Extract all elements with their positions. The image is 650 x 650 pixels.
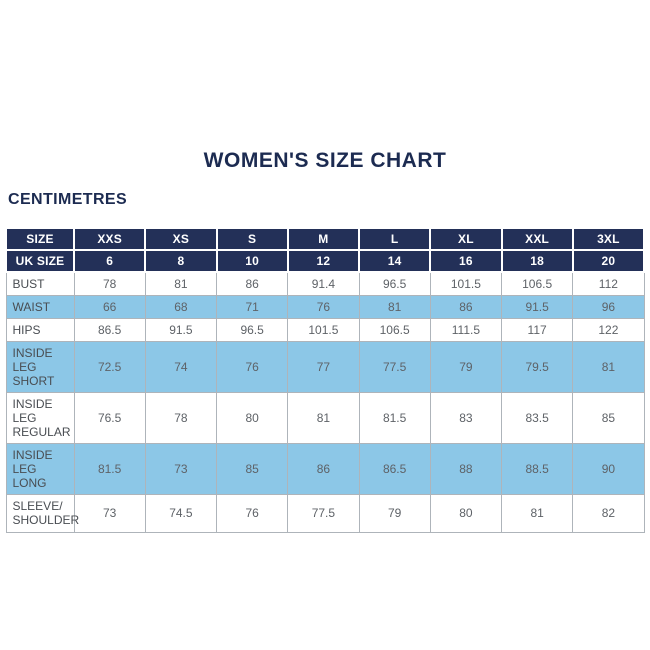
bust-row: BUST 78 81 86 91.4 96.5 101.5 106.5 112 [5, 271, 645, 297]
value-cell: 76 [287, 295, 360, 320]
table-header: SIZE XXS XS S M L XL XXL 3XL UK SIZE 6 8 10 12 14 16 18 2… [5, 226, 646, 274]
column-header-cell: XXL [500, 226, 574, 252]
value-cell: 82 [572, 494, 645, 533]
value-cell: 91.5 [144, 318, 218, 343]
value-cell: 81 [287, 392, 360, 445]
hips-row: HIPS 86.5 91.5 96.5 101.5 106.5 111.5 117 122 [5, 318, 645, 343]
value-cell: 71 [215, 295, 289, 320]
value-cell: 78 [144, 392, 218, 445]
value-cell: 81.5 [73, 443, 146, 496]
value-cell: 81.5 [358, 392, 431, 445]
size-row: SIZE XXS XS S M L XL XXL 3XL [5, 226, 646, 252]
value-cell: 91.5 [500, 295, 574, 320]
column-header-cell: XS [144, 226, 218, 252]
row-label: HIPS [5, 318, 75, 343]
value-cell: 77 [287, 341, 360, 394]
value-cell: 76 [215, 494, 289, 533]
row-label: SLEEVE/ SHOULDER [5, 494, 79, 533]
value-cell: 81 [358, 295, 431, 320]
value-cell: 76 [215, 341, 289, 394]
value-cell: 101.5 [429, 271, 503, 297]
column-header-cell: 3XL [571, 226, 646, 252]
size-chart-table: SIZE XXS XS S M L XL XXL 3XL UK SIZE 6 8 10 12 14 16 18 2… [5, 226, 646, 533]
value-cell: 72.5 [73, 341, 146, 394]
value-cell: 77.5 [287, 494, 360, 533]
value-cell: 81 [144, 271, 218, 297]
column-header-cell: 20 [571, 249, 646, 274]
value-cell: 78 [73, 271, 146, 297]
column-header-cell: 12 [286, 249, 361, 274]
value-cell: 73 [144, 443, 218, 496]
value-cell: 96 [572, 295, 645, 320]
value-cell: 86.5 [73, 318, 146, 343]
value-cell: 88.5 [500, 443, 574, 496]
column-header-cell: L [357, 226, 432, 252]
value-cell: 77.5 [358, 341, 431, 394]
value-cell: 122 [572, 318, 645, 343]
value-cell: 86 [215, 271, 289, 297]
value-cell: 101.5 [287, 318, 360, 343]
row-label: UK SIZE [5, 249, 75, 274]
value-cell: 79 [429, 341, 503, 394]
value-cell: 85 [215, 443, 289, 496]
value-cell: 66 [73, 295, 146, 320]
value-cell: 76.5 [73, 392, 146, 445]
value-cell: 111.5 [429, 318, 503, 343]
value-cell: 96.5 [358, 271, 431, 297]
value-cell: 81 [572, 341, 645, 394]
value-cell: 106.5 [358, 318, 431, 343]
column-header-cell: 6 [72, 249, 147, 274]
value-cell: 117 [500, 318, 574, 343]
table-body: BUST 78 81 86 91.4 96.5 101.5 106.5 112 WAIST 66 68… [5, 271, 645, 533]
value-cell: 90 [572, 443, 645, 496]
value-cell: 80 [215, 392, 289, 445]
column-header-cell: 14 [357, 249, 432, 274]
column-header-cell: 18 [500, 249, 574, 274]
column-header-cell: M [286, 226, 361, 252]
value-cell: 91.4 [287, 271, 360, 297]
page-title: WOMEN'S SIZE CHART [203, 149, 447, 172]
row-label: BUST [5, 271, 75, 297]
row-label: INSIDE LEG REGULAR [5, 392, 75, 445]
row-label: SIZE [5, 226, 75, 252]
row-label: WAIST [5, 295, 75, 320]
row-label: INSIDE LEG LONG [5, 443, 75, 496]
row-label: INSIDE LEG SHORT [5, 341, 75, 394]
column-header-cell: 8 [144, 249, 218, 274]
value-cell: 79.5 [500, 341, 574, 394]
column-header-cell: 16 [429, 249, 503, 274]
value-cell: 81 [500, 494, 574, 533]
column-header-cell: XXS [72, 226, 147, 252]
column-header-cell: 10 [215, 249, 289, 274]
value-cell: 112 [572, 271, 645, 297]
uk-size-row: UK SIZE 6 8 10 12 14 16 18 20 [5, 249, 646, 274]
value-cell: 86 [429, 295, 503, 320]
inside-leg-long-row: INSIDE LEG LONG 81.5 73 85 86 86.5 88 88.5 90 [5, 443, 645, 496]
value-cell: 86.5 [358, 443, 431, 496]
waist-row: WAIST 66 68 71 76 81 86 91.5 96 [5, 295, 645, 320]
value-cell: 106.5 [500, 271, 574, 297]
value-cell: 88 [429, 443, 503, 496]
value-cell: 86 [287, 443, 360, 496]
value-cell: 85 [572, 392, 645, 445]
value-cell: 79 [358, 494, 431, 533]
value-cell: 73 [73, 494, 146, 533]
value-cell: 96.5 [215, 318, 289, 343]
value-cell: 83.5 [500, 392, 574, 445]
inside-leg-regular-row: INSIDE LEG REGULAR 76.5 78 80 81 81.5 83 83.5 85 [5, 392, 645, 445]
value-cell: 68 [144, 295, 218, 320]
value-cell: 74.5 [144, 494, 218, 533]
value-cell: 74 [144, 341, 218, 394]
sleeve-shoulder-row: SLEEVE/ SHOULDER 73 74.5 76 77.5 79 80 81 82 [5, 494, 645, 533]
column-header-cell: XL [429, 226, 503, 252]
value-cell: 83 [429, 392, 503, 445]
value-cell: 80 [429, 494, 503, 533]
column-header-cell: S [215, 226, 289, 252]
inside-leg-short-row: INSIDE LEG SHORT 72.5 74 76 77 77.5 79 79.5 81 [5, 341, 645, 394]
unit-label: CENTIMETRES [8, 191, 128, 208]
